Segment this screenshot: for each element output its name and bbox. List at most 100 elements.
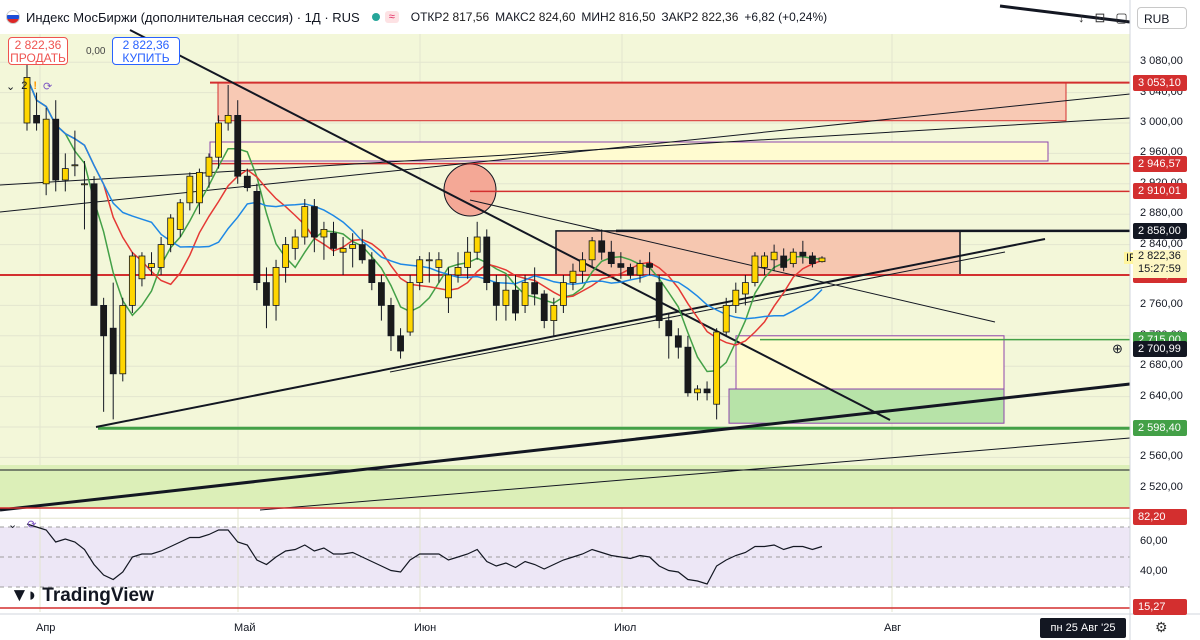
price-tick: 3 080,00 <box>1140 55 1183 68</box>
moving-average-line <box>26 77 823 373</box>
market-status-icon <box>371 13 380 21</box>
trend-line <box>999 4 1131 24</box>
price-tick: 2 680,00 <box>1140 359 1183 372</box>
trend-line <box>0 117 1131 186</box>
candle-body <box>655 282 663 322</box>
price-level-tag: 2 910,01 <box>1133 183 1187 200</box>
candle-body <box>799 251 807 257</box>
tradingview-logo[interactable]: ▼◗ TradingView <box>10 585 154 607</box>
wave-icon[interactable]: ≈ <box>384 11 399 23</box>
candle-body <box>186 175 194 204</box>
download-icon[interactable]: ↓ <box>1078 10 1085 25</box>
candle-body <box>81 183 88 186</box>
candle-body <box>42 118 50 185</box>
target-zone-lower <box>728 388 1005 424</box>
rsi-band <box>0 527 1130 587</box>
candle-body <box>722 304 730 333</box>
candle-body <box>196 171 203 204</box>
candle-body <box>349 244 357 249</box>
rsi-tick: 40,00 <box>1140 565 1168 577</box>
ohlc-low: МИН2 816,50 <box>581 10 656 24</box>
candle-body <box>435 259 443 268</box>
candle-body <box>301 206 309 238</box>
candle-body <box>550 304 558 321</box>
candle-body <box>569 270 577 284</box>
price-tick: 2 760,00 <box>1140 298 1183 311</box>
candle-body <box>502 289 510 306</box>
candle-body <box>588 240 596 261</box>
candle-body <box>397 335 404 352</box>
alert-icon[interactable]: ! <box>33 80 38 92</box>
candle-body <box>425 259 433 262</box>
candle-body <box>406 282 414 333</box>
month-label: Апр <box>36 622 56 634</box>
candle-body <box>148 263 155 268</box>
candle-body <box>310 206 318 238</box>
price-tick: 2 560,00 <box>1140 450 1183 463</box>
refresh-icon[interactable]: ⟳ <box>43 80 53 93</box>
chart-header: Индекс МосБиржи (дополнительная сессия) … <box>0 0 1130 34</box>
candle-body <box>320 228 328 238</box>
candle-body <box>780 255 788 268</box>
candle-body <box>253 190 261 283</box>
candle-body <box>713 331 721 405</box>
candle-body <box>531 282 539 295</box>
settings-gear-icon[interactable]: ⚙ <box>1155 619 1168 635</box>
indicator-controls: ⌄ 2 ! ⟳ <box>6 78 52 94</box>
screenshot-icon[interactable]: ⊡ <box>1094 10 1106 25</box>
currency-selector[interactable]: RUB <box>1137 7 1187 29</box>
spread-value: 0,00 <box>86 46 106 57</box>
candle-body <box>636 263 644 276</box>
candle-body <box>598 240 606 253</box>
candle-body <box>330 232 337 249</box>
candle-body <box>464 251 472 268</box>
crosshair-price-tag: 2 700,99 <box>1133 341 1187 357</box>
trend-line <box>129 29 891 421</box>
resistance-zone <box>217 82 1067 122</box>
candle-body <box>243 175 251 188</box>
candle-body <box>646 263 653 268</box>
pivot-circle <box>443 163 497 217</box>
candle-body <box>52 118 60 181</box>
rsi-refresh-icon[interactable]: ⟳ <box>27 519 37 531</box>
candle-body <box>234 115 242 177</box>
candle-body <box>818 257 826 263</box>
candle-body <box>71 164 79 167</box>
candle-body <box>703 388 711 394</box>
candle-body <box>579 259 586 272</box>
symbol-title[interactable]: Индекс МосБиржи (дополнительная сессия) … <box>26 9 360 25</box>
candle-body <box>282 244 290 268</box>
buy-button[interactable]: 2 822,36 КУПИТЬ <box>112 37 180 65</box>
candle-body <box>272 266 280 306</box>
collapse-chevron-icon[interactable]: ⌄ <box>6 80 16 93</box>
candle-body <box>761 255 768 268</box>
month-label: Май <box>234 622 256 634</box>
fullscreen-icon[interactable]: ▢ <box>1115 10 1128 25</box>
candle-body <box>61 168 69 181</box>
ohlc-change: +6,82 (+0,24%) <box>744 10 828 24</box>
support-area <box>0 465 1130 508</box>
candle-body <box>559 282 567 306</box>
candle-body <box>521 282 529 306</box>
candle-body <box>33 115 40 124</box>
price-tick: 2 840,00 <box>1140 237 1183 250</box>
tradingview-mark-icon: ▼◗ <box>10 585 38 606</box>
candle-body <box>157 244 165 268</box>
candle-body <box>263 282 270 306</box>
candle-body <box>694 388 701 394</box>
crosshair-plus-icon[interactable]: ⊕ <box>1112 341 1123 356</box>
russia-flag-icon <box>6 10 20 24</box>
rsi-level-tag: 82,20 <box>1133 509 1187 525</box>
sell-button[interactable]: 2 822,36 ПРОДАТЬ <box>8 37 68 65</box>
candle-body <box>607 251 615 264</box>
month-label: Июн <box>414 622 437 634</box>
rsi-chevron-icon[interactable]: ⌄ <box>8 519 18 531</box>
rsi-controls: ⌄ ⟳ <box>8 518 36 531</box>
ohlc-open: ОТКР2 817,56 <box>410 10 490 24</box>
price-tick: 2 960,00 <box>1140 146 1183 159</box>
rsi-line <box>26 523 823 585</box>
rsi-level-tag: 15,27 <box>1133 599 1187 615</box>
price-level-tag: 2 858,00 <box>1133 222 1187 239</box>
candle-body <box>128 255 136 306</box>
